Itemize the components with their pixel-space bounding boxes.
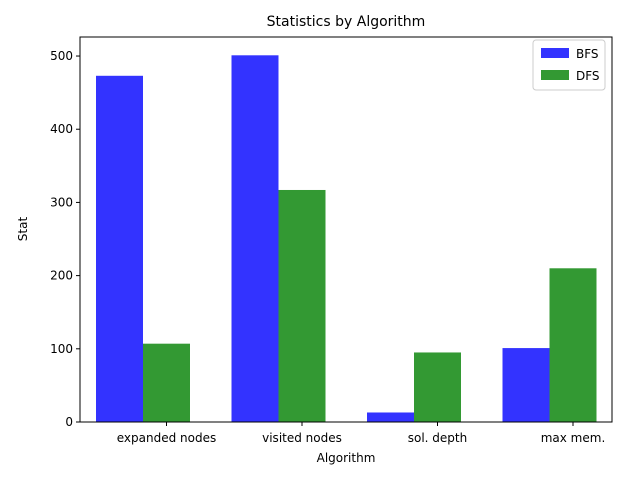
bar-dfs-0	[143, 343, 190, 422]
chart-title: Statistics by Algorithm	[267, 14, 426, 30]
x-axis: expanded nodes visited nodes sol. depth max…	[117, 422, 606, 445]
y-tick-label: 100	[50, 342, 73, 356]
x-tick-label: max mem.	[541, 431, 606, 445]
y-axis-label: Stat	[16, 217, 30, 242]
legend-swatch-dfs	[541, 70, 569, 80]
bar-bfs-0	[96, 75, 143, 422]
legend-label-bfs: BFS	[576, 47, 599, 61]
x-tick-label: sol. depth	[408, 431, 467, 445]
bar-bfs-2	[367, 412, 414, 422]
bar-dfs-3	[549, 268, 597, 422]
bar-bfs-1	[231, 55, 279, 423]
plot-frame	[79, 36, 613, 423]
y-axis: 0 100 200 300 400 500	[50, 49, 80, 429]
bar-dfs-1	[278, 189, 326, 422]
x-axis-label: Algorithm	[317, 451, 376, 465]
x-tick-label: expanded nodes	[117, 431, 216, 445]
y-tick-label: 500	[50, 49, 73, 63]
x-tick-label: visited nodes	[262, 431, 342, 445]
y-tick-label: 200	[50, 269, 73, 283]
y-tick-label: 400	[50, 122, 73, 136]
bar-dfs-2	[414, 352, 461, 422]
bars-layer	[96, 55, 597, 423]
y-tick-label: 300	[50, 195, 73, 209]
legend-swatch-bfs	[541, 48, 569, 58]
bar-bfs-3	[502, 348, 550, 422]
legend: BFS DFS	[532, 39, 606, 91]
y-tick-label: 0	[65, 415, 73, 429]
legend-label-dfs: DFS	[576, 69, 600, 83]
